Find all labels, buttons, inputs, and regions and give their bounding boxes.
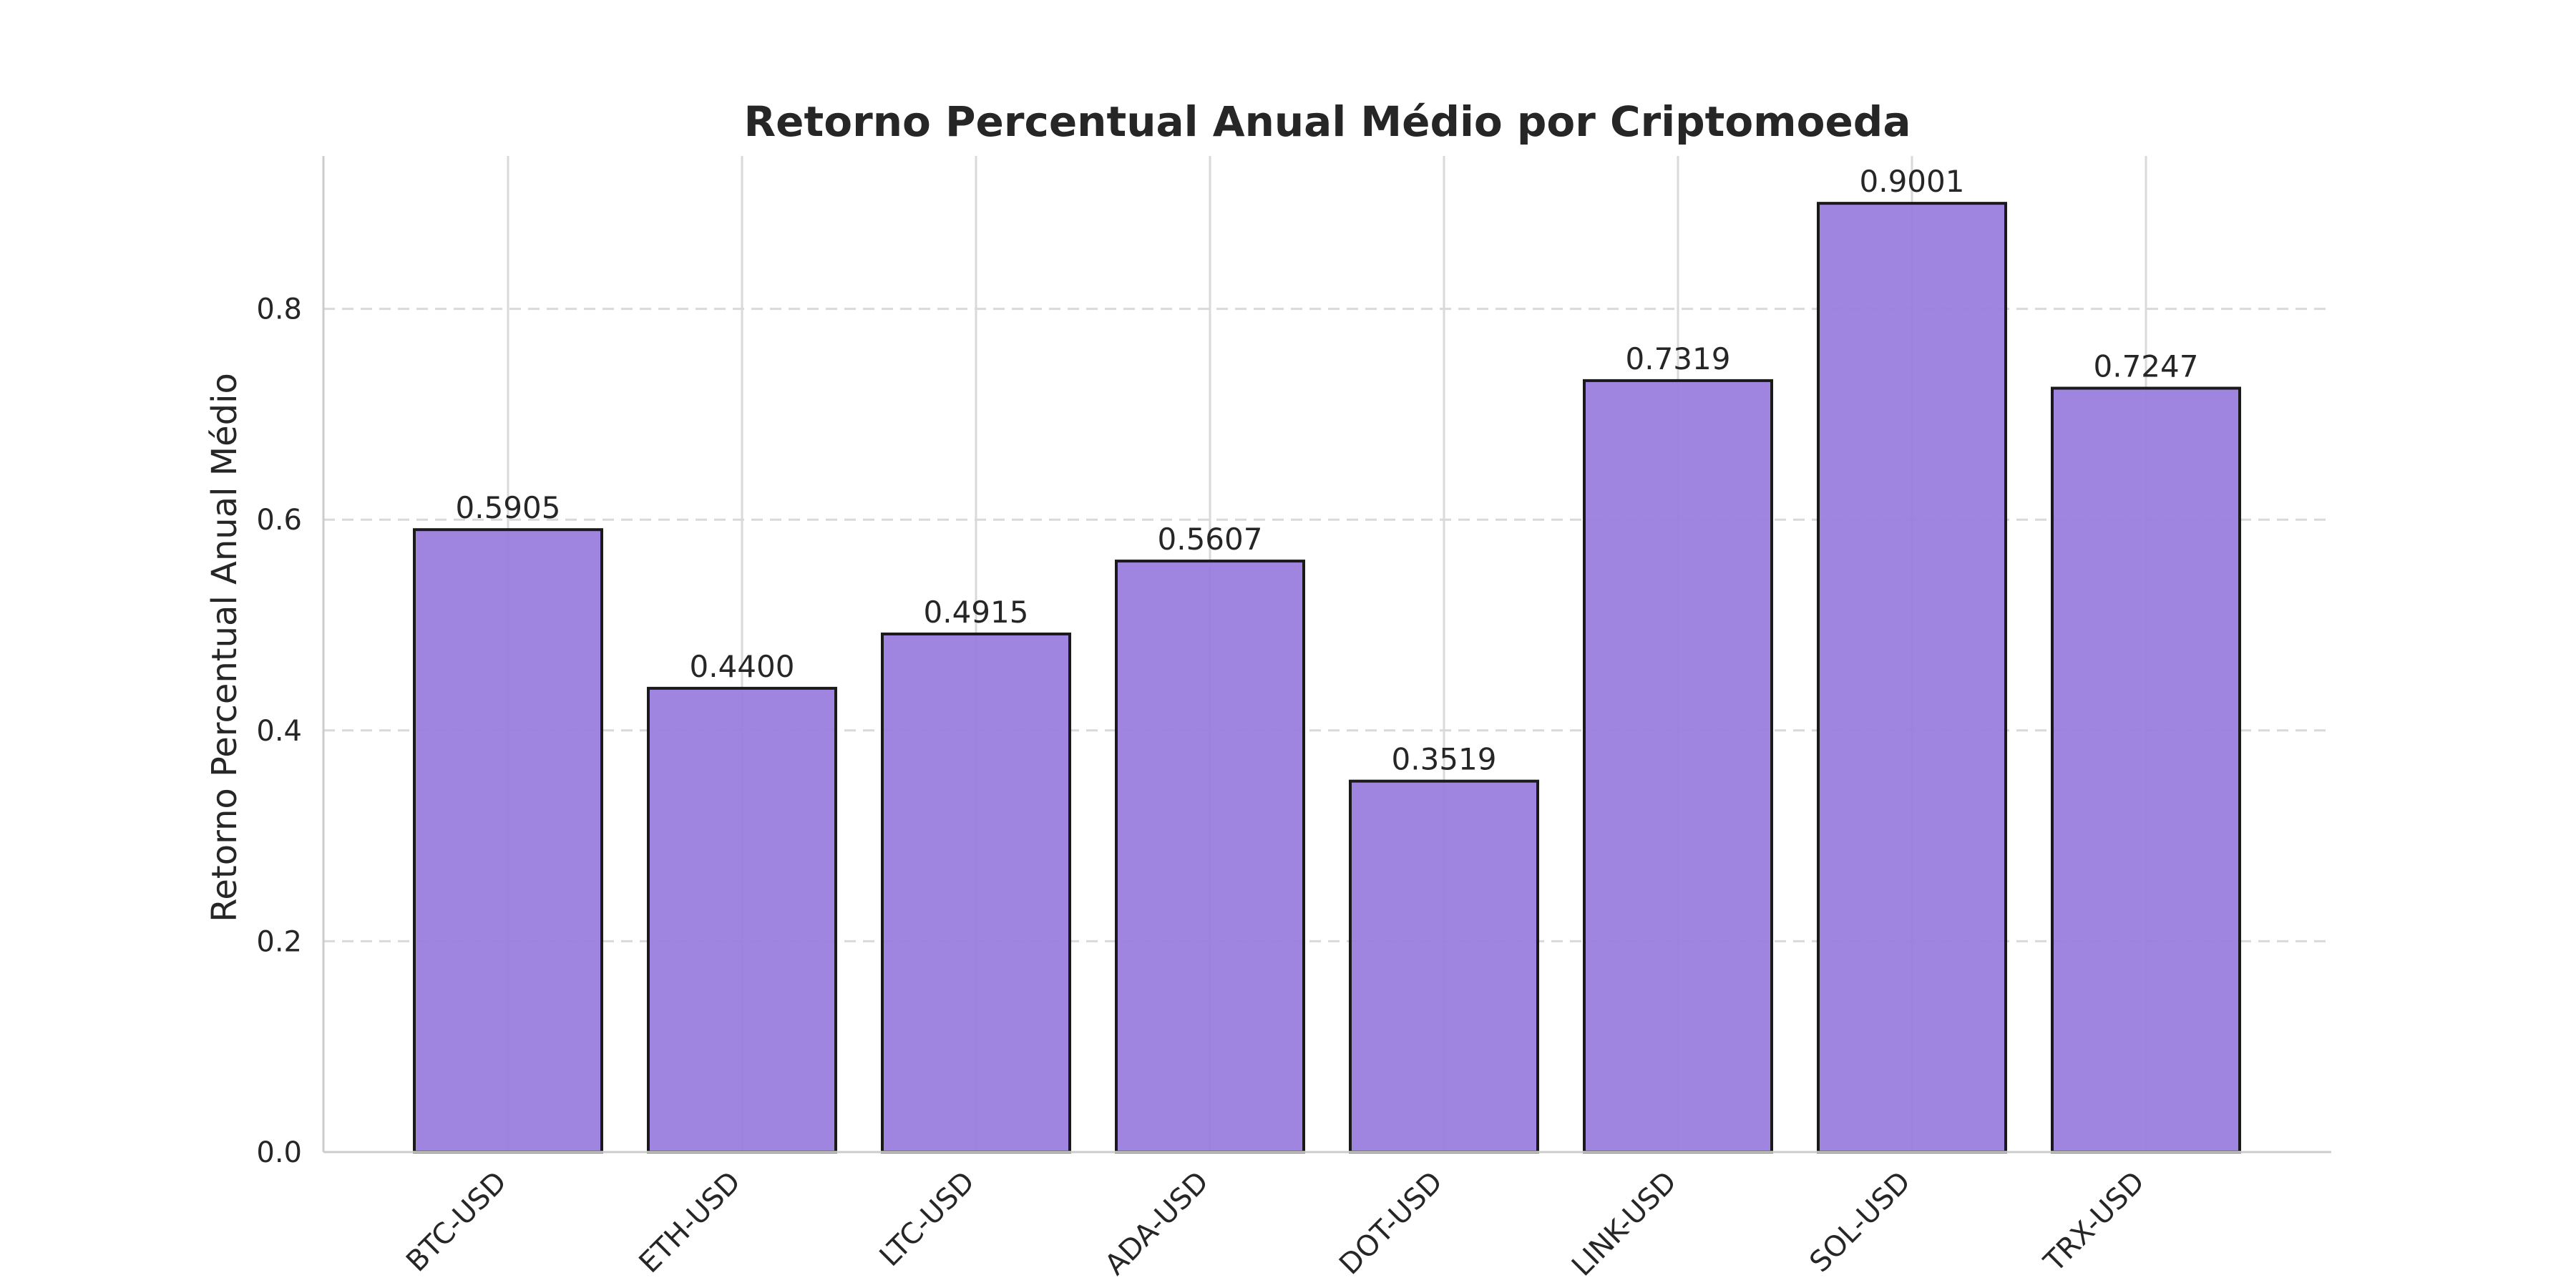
axes: [322, 156, 2331, 1153]
data-label: 0.7319: [1626, 341, 1731, 376]
data-label: 0.9001: [1860, 164, 1965, 199]
y-tick-label: 0.4: [256, 715, 302, 748]
x-tick-label: BTC-USD: [400, 1166, 513, 1279]
grid-lines: [323, 156, 2331, 1152]
data-label: 0.5607: [1158, 522, 1263, 557]
y-tick-label: 0.8: [256, 293, 302, 326]
data-label: 0.4400: [690, 649, 795, 684]
bar-series: [413, 202, 2241, 1154]
y-tick-label: 0.2: [256, 925, 302, 958]
x-tick-label: DOT-USD: [1333, 1166, 1449, 1282]
y-axis-title: Retorno Percentual Anual Médio: [205, 373, 245, 922]
x-tick-label: LINK-USD: [1566, 1166, 1683, 1283]
data-label: 0.7247: [2094, 349, 2199, 384]
bar-eth-usd: [647, 686, 837, 1153]
data-label: 0.3519: [1392, 742, 1497, 777]
x-tick-label: ADA-USD: [1099, 1166, 1216, 1282]
bar-link-usd: [1583, 379, 1773, 1153]
bar-btc-usd: [413, 528, 603, 1153]
bar-sol-usd: [1817, 202, 2007, 1153]
bar-ada-usd: [1115, 560, 1305, 1153]
bar-trx-usd: [2051, 386, 2241, 1153]
y-tick-label: 0.0: [256, 1136, 302, 1169]
x-tick-label: SOL-USD: [1803, 1166, 1917, 1279]
y-tick-label: 0.6: [256, 504, 302, 537]
bar-ltc-usd: [881, 633, 1071, 1153]
chart-title: Retorno Percentual Anual Médio por Cript…: [744, 97, 1911, 146]
x-tick-label: ETH-USD: [633, 1166, 747, 1280]
data-label: 0.4915: [924, 595, 1029, 630]
x-tick-label: LTC-USD: [874, 1166, 981, 1273]
x-tick-label: TRX-USD: [2037, 1166, 2151, 1279]
data-label: 0.5905: [456, 490, 561, 525]
bar-dot-usd: [1349, 779, 1539, 1154]
